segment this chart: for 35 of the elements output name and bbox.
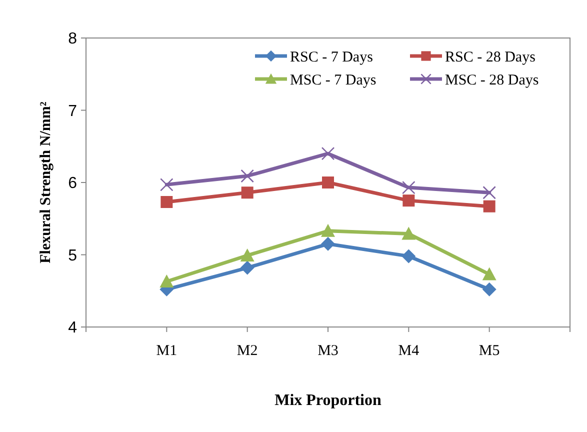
point [482, 186, 496, 200]
point [402, 226, 416, 240]
point [402, 194, 415, 207]
y-tick-label: 7 [68, 102, 78, 120]
point [482, 282, 496, 296]
point [322, 176, 334, 188]
point [240, 169, 254, 183]
point [321, 236, 335, 251]
legend-label: MSC - 28 Days [445, 72, 539, 88]
point [241, 186, 254, 199]
point [482, 267, 496, 280]
y-tick-label: 5 [68, 247, 78, 264]
x-tick-label: M1 [156, 343, 178, 359]
legend-label: MSC - 7 Days [290, 72, 376, 88]
x-tick-label: M5 [478, 343, 500, 359]
y-tick-label: 4 [68, 320, 78, 337]
x-tick-label: M3 [318, 343, 338, 359]
x-axis-title: Mix Proportion [274, 392, 382, 409]
point [240, 248, 254, 262]
point [240, 260, 254, 275]
point [160, 178, 174, 192]
point [402, 249, 416, 264]
y-tick-label: 8 [68, 30, 78, 48]
point [321, 224, 335, 237]
x-tick-label: M2 [236, 343, 258, 359]
point [160, 274, 174, 288]
legend-label: RSC - 7 Days [290, 49, 374, 66]
legend-label: RSC - 28 Days [445, 49, 536, 66]
y-axis-title: Flexural Strength N/mm² [38, 101, 54, 264]
x-tick-label: M4 [398, 343, 420, 359]
point [321, 146, 335, 160]
y-tick-label: 6 [68, 175, 78, 192]
point [160, 196, 173, 208]
point [483, 200, 496, 212]
point [402, 180, 416, 194]
